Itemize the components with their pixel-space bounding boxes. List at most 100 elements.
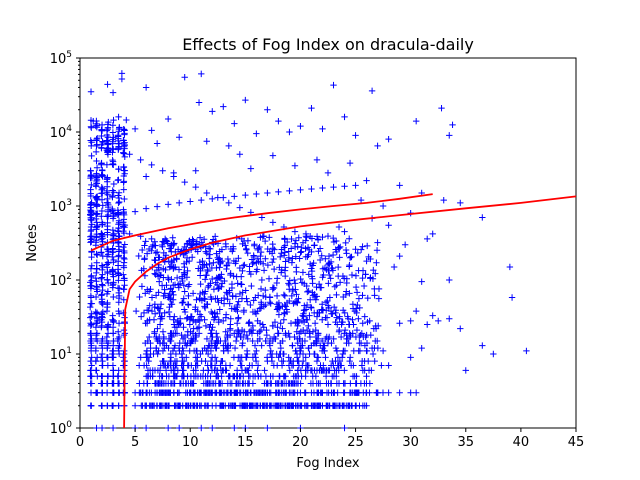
data-point [273,306,281,313]
data-point [151,328,158,335]
data-point [271,318,279,326]
data-point [283,299,291,307]
data-point [267,347,274,355]
data-point [240,308,247,316]
data-point [236,290,244,298]
data-point [309,289,316,296]
data-point [302,245,309,252]
data-point [308,185,315,193]
data-point [114,373,122,380]
data-point [114,266,122,273]
data-point [340,389,347,396]
data-point [282,272,289,280]
data-point [307,303,315,311]
data-point [247,165,255,172]
data-point [254,362,262,369]
data-point [88,321,95,328]
data-point [401,241,409,248]
data-point [93,219,100,226]
data-point [231,344,239,352]
data-point [299,326,307,334]
data-point [372,270,379,277]
axes-frame [79,57,577,429]
data-point [234,315,242,322]
data-point [208,354,216,361]
data-point [318,316,326,323]
data-point [292,347,299,355]
data-point [254,367,261,374]
data-point [203,138,210,145]
data-point [285,354,292,361]
data-point [98,281,106,288]
data-point [278,362,286,369]
data-point [169,296,177,304]
data-point [103,264,111,271]
data-point [168,301,176,308]
data-point [374,239,381,246]
data-point [324,339,332,347]
data-point [198,70,205,78]
data-point [300,318,308,326]
data-point [332,309,339,317]
data-point [93,201,101,208]
data-point [322,373,330,380]
data-point [285,281,293,289]
data-point [163,373,170,380]
data-point [353,326,361,334]
data-point [212,279,219,286]
data-point [115,367,122,374]
data-point [269,286,276,293]
data-point [364,242,371,250]
data-point [184,314,191,321]
data-point [121,131,128,138]
data-point [367,275,374,282]
data-point [218,283,225,290]
data-point [270,362,278,369]
data-point [87,173,94,180]
data-point [252,357,260,365]
data-point [216,306,223,313]
data-point [99,357,106,365]
data-point [153,344,160,352]
data-point [269,350,276,358]
data-point [268,250,276,257]
data-point [352,333,360,341]
data-point [240,373,247,380]
data-point [300,313,307,320]
data-point [175,266,183,273]
data-point [319,274,326,281]
data-point [346,159,354,167]
data-point [261,367,268,374]
x-tick-label: 30 [402,435,419,450]
data-point [288,292,295,300]
data-point [506,263,514,271]
data-point [314,354,322,361]
data-point [166,290,173,298]
data-point [188,313,195,320]
data-point [241,328,248,335]
data-point [248,362,256,369]
y-tick-label: 105 [50,50,72,67]
y-axis: 100 101 102 103 104 105 [50,50,80,437]
data-point [333,237,340,245]
data-point [362,333,369,341]
data-point [137,313,145,320]
data-point [193,347,200,355]
points-layer [87,70,530,432]
data-point [157,315,164,322]
data-point [314,235,322,243]
data-point [206,251,214,258]
data-point [339,318,346,326]
data-point [155,254,162,261]
data-point [295,362,303,369]
data-point [259,233,267,240]
data-point [277,269,285,276]
data-point [158,402,165,409]
data-point [222,337,229,345]
data-point [209,333,216,341]
data-point [110,161,117,168]
data-point [257,299,265,306]
data-point [110,180,118,188]
data-point [198,297,206,304]
data-point [233,380,241,387]
